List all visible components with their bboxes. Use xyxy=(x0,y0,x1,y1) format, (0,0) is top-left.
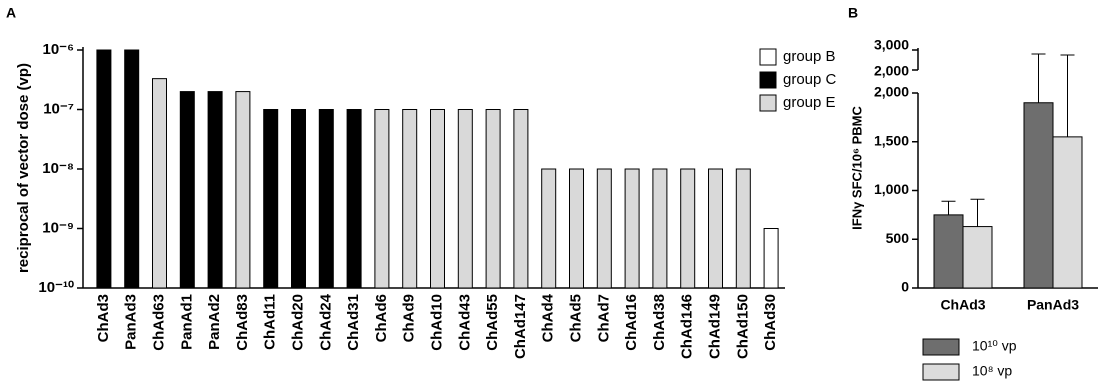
bar xyxy=(624,168,640,289)
legend-swatch xyxy=(922,363,960,381)
error-bar xyxy=(1060,54,1075,137)
x-tick-label: ChAd150 xyxy=(734,294,751,359)
bar xyxy=(207,91,223,289)
legend-swatch xyxy=(759,48,777,66)
y-tick-label: 3,000 xyxy=(874,37,909,53)
bar xyxy=(763,228,779,289)
error-bar xyxy=(970,198,985,227)
panel-letter: B xyxy=(848,5,858,21)
bar xyxy=(680,168,696,289)
bar xyxy=(318,109,334,289)
y-tick-label: 0 xyxy=(901,279,909,295)
x-tick-label: PanAd3 xyxy=(1027,297,1079,313)
legend-label: 10¹⁰ vp xyxy=(972,338,1017,354)
x-tick-label: ChAd83 xyxy=(234,294,251,351)
x-tick-label: ChAd4 xyxy=(540,293,557,342)
y-tick-label: 2,000 xyxy=(874,63,909,79)
y-tick-label: 10⁻⁹ xyxy=(42,219,74,236)
bar xyxy=(1052,136,1083,289)
bar xyxy=(569,168,584,289)
legend-label: 10⁸ vp xyxy=(972,363,1012,379)
y-tick-label: 1,000 xyxy=(874,181,909,197)
x-tick-label: ChAd146 xyxy=(679,294,696,359)
x-tick-label: ChAd38 xyxy=(651,294,668,351)
legend-swatch xyxy=(922,338,960,356)
bar xyxy=(235,91,251,289)
legend-swatch xyxy=(759,94,777,112)
y-tick-label: 10⁻¹⁰ xyxy=(38,279,74,296)
x-tick-label: ChAd24 xyxy=(317,293,334,350)
bar xyxy=(152,78,167,289)
y-axis-label: reciprocal of vector dose (vp) xyxy=(15,63,32,273)
bar xyxy=(735,168,751,289)
bar xyxy=(708,168,723,289)
bar xyxy=(374,109,390,289)
x-tick-label: PanAd1 xyxy=(178,294,195,350)
bar xyxy=(457,109,473,289)
x-tick-label: ChAd20 xyxy=(289,294,306,351)
bar xyxy=(263,109,279,289)
y-axis-label: IFNγ SFC/10⁶ PBMC xyxy=(849,106,864,230)
bar xyxy=(596,168,612,289)
x-tick-label: ChAd10 xyxy=(428,294,445,351)
bar xyxy=(346,109,362,289)
error-bar xyxy=(1031,53,1046,103)
bar xyxy=(430,109,445,289)
legend-swatch xyxy=(759,71,777,89)
y-tick-label: 500 xyxy=(886,230,910,246)
x-tick-label: ChAd31 xyxy=(345,294,362,351)
y-tick-label: 2,000 xyxy=(874,84,909,100)
x-tick-label: ChAd9 xyxy=(401,294,418,342)
bar xyxy=(485,109,501,289)
x-tick-label: ChAd6 xyxy=(373,294,390,342)
bar xyxy=(96,49,112,289)
bar xyxy=(291,109,306,289)
y-tick-label: 10⁻⁷ xyxy=(43,100,74,117)
bar xyxy=(513,109,529,289)
bar xyxy=(1023,102,1054,289)
x-tick-label: ChAd149 xyxy=(706,294,723,359)
x-tick-label: ChAd11 xyxy=(262,294,279,350)
bar xyxy=(179,91,195,289)
bar xyxy=(402,109,418,289)
bar xyxy=(652,168,668,289)
x-tick-label: ChAd147 xyxy=(512,294,529,359)
bar xyxy=(962,226,993,289)
legend-label: group E xyxy=(783,94,836,111)
x-tick-label: ChAd3 xyxy=(940,297,985,313)
panel-letter: A xyxy=(6,5,16,21)
legend-label: group B xyxy=(783,48,836,65)
y-tick-label: 10⁻⁸ xyxy=(42,160,74,177)
x-tick-label: ChAd63 xyxy=(150,294,167,351)
y-tick-label: 10⁻⁶ xyxy=(42,41,74,58)
x-tick-label: ChAd16 xyxy=(623,294,640,351)
bar xyxy=(124,49,140,289)
x-tick-label: ChAd55 xyxy=(484,294,501,351)
x-tick-label: ChAd30 xyxy=(762,294,779,351)
bar xyxy=(933,214,964,289)
x-tick-label: PanAd3 xyxy=(123,294,140,350)
x-tick-label: ChAd7 xyxy=(595,294,612,342)
error-bar xyxy=(941,200,956,215)
bar xyxy=(541,168,557,289)
y-tick-label: 1,500 xyxy=(874,132,909,148)
x-tick-label: ChAd3 xyxy=(95,294,112,342)
x-tick-label: ChAd43 xyxy=(456,294,473,351)
x-tick-label: PanAd2 xyxy=(206,294,223,350)
x-tick-label: ChAd5 xyxy=(567,294,584,342)
legend-label: group C xyxy=(783,71,837,88)
